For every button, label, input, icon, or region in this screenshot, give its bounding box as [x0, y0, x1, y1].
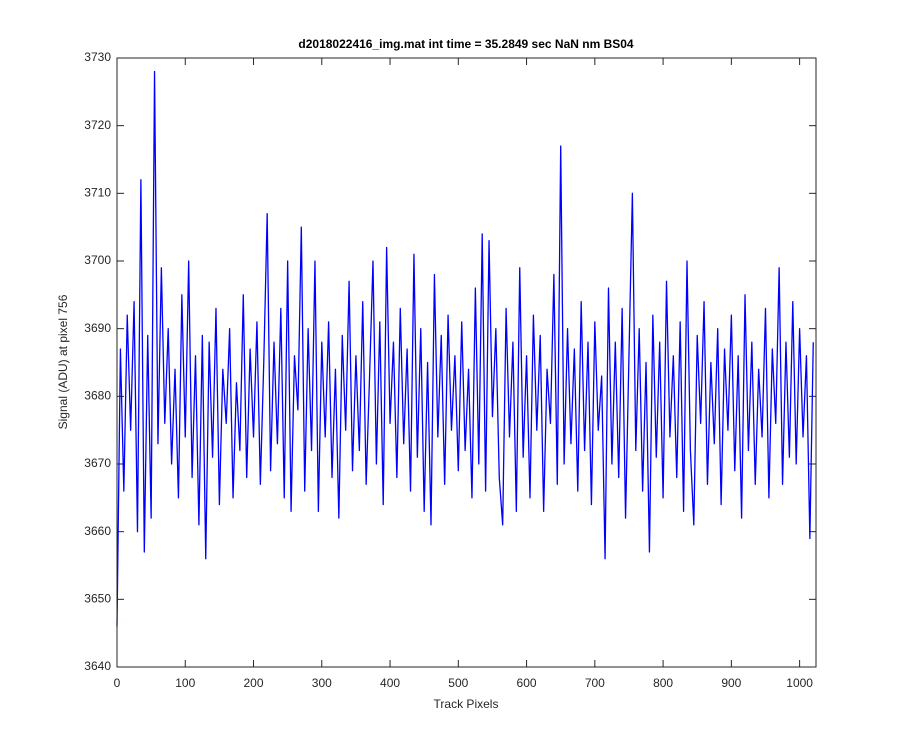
x-tick-label: 200: [244, 676, 264, 690]
x-tick-label: 0: [114, 676, 121, 690]
x-tick-label: 700: [585, 676, 605, 690]
x-tick-label: 100: [175, 676, 195, 690]
y-tick-label: 3670: [84, 456, 111, 470]
x-tick-label: 300: [312, 676, 332, 690]
y-tick-label: 3690: [84, 321, 111, 335]
data-line: [116, 70, 814, 627]
y-tick-label: 3710: [84, 186, 111, 200]
x-tick-label: 400: [380, 676, 400, 690]
y-tick-label: 3730: [84, 50, 111, 64]
x-tick-label: 1000: [786, 676, 813, 690]
y-axis-label: Signal (ADU) at pixel 756: [56, 294, 70, 429]
y-tick-label: 3720: [84, 118, 111, 132]
y-tick-label: 3680: [84, 389, 111, 403]
x-tick-label: 900: [721, 676, 741, 690]
x-tick-label: 600: [517, 676, 537, 690]
chart-title: d2018022416_img.mat int time = 35.2849 s…: [298, 37, 634, 51]
plot-frame: [116, 57, 817, 668]
x-tick-label: 500: [448, 676, 468, 690]
x-tick-label: 800: [653, 676, 673, 690]
y-tick-label: 3660: [84, 524, 111, 538]
y-tick-label: 3650: [84, 592, 111, 606]
plot-area: [117, 58, 816, 667]
x-axis-label: Track Pixels: [434, 697, 499, 711]
y-tick-label: 3700: [84, 253, 111, 267]
y-tick-label: 3640: [84, 659, 111, 673]
